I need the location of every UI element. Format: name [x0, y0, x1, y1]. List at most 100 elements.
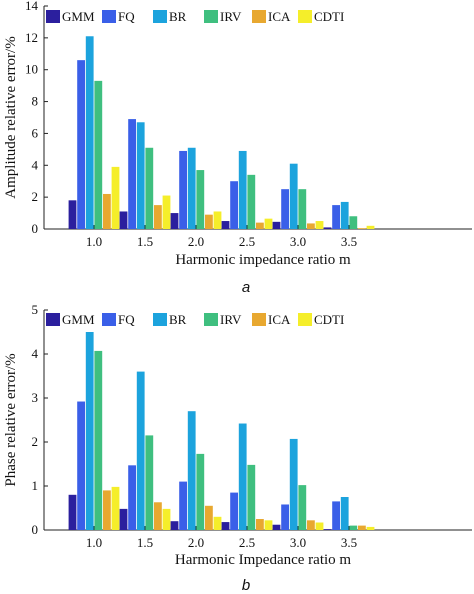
bar-gmm [119, 211, 128, 229]
bar-irv [145, 147, 154, 229]
bar-br [340, 201, 349, 229]
legend-swatch-fq [102, 313, 116, 326]
bar-br [136, 122, 145, 229]
bar-cdti [264, 520, 273, 530]
bar-irv [247, 464, 256, 530]
bar-cdti [213, 516, 222, 530]
bar-irv [298, 189, 307, 229]
legend-label-irv: IRV [220, 312, 242, 327]
bar-irv [349, 525, 358, 530]
bar-irv [196, 453, 205, 530]
bar-irv [196, 170, 205, 229]
y-tick-label: 0 [32, 221, 39, 236]
bar-cdti [213, 211, 222, 229]
panel-caption: a [242, 279, 250, 296]
bar-ica [205, 214, 213, 229]
bar-gmm [119, 508, 128, 530]
bar-br [187, 411, 196, 530]
y-tick-label: 4 [32, 346, 39, 361]
bar-ica [154, 502, 162, 530]
legend-label-br: BR [169, 312, 187, 327]
bar-fq [128, 465, 136, 530]
bar-gmm [272, 221, 281, 229]
legend-swatch-irv [204, 313, 218, 326]
y-tick-label: 2 [32, 434, 39, 449]
legend-swatch-br [153, 10, 167, 23]
legend-swatch-ica [252, 10, 266, 23]
bar-irv [94, 80, 103, 229]
bar-ica [307, 520, 315, 530]
bar-ica [358, 525, 366, 530]
bar-ica [103, 193, 111, 229]
y-tick-label: 8 [32, 94, 39, 109]
bar-cdti [111, 486, 120, 530]
bar-ica [103, 490, 111, 530]
y-tick-label: 14 [25, 0, 39, 13]
y-axis-label: Phase relative error/% [3, 353, 19, 486]
bar-gmm [221, 221, 230, 229]
y-tick-label: 4 [32, 157, 39, 172]
bar-br [187, 147, 196, 229]
x-tick-label: 3.5 [341, 234, 357, 249]
bar-br [136, 371, 145, 530]
bar-ica [154, 205, 162, 229]
bar-fq [77, 60, 85, 230]
chart-panel-b: 0 1 2 3 4 5 1.0 1.5 2.0 2.5 3.0 3.5 Harmonic Impedan… [3, 302, 472, 594]
x-tick-label: 2.5 [239, 535, 255, 550]
legend: GMM FQ BR IRV ICA CDTI [46, 9, 344, 24]
x-tick-label: 3.0 [290, 234, 306, 249]
bar-br [238, 423, 247, 530]
bar-ica [307, 223, 315, 229]
bar-ica [256, 222, 264, 229]
bar-gmm [68, 200, 77, 229]
y-tick-label: 1 [32, 478, 39, 493]
bar-irv [298, 485, 307, 530]
bar-fq [179, 150, 187, 229]
bar-cdti [366, 526, 375, 530]
legend-label-cdti: CDTI [314, 312, 344, 327]
x-tick-label: 3.0 [290, 535, 306, 550]
x-axis-label: Harmonic impedance ratio m [175, 252, 351, 268]
bar-br [289, 163, 298, 229]
bar-br [340, 497, 349, 530]
bar-irv [247, 174, 256, 229]
bar-ica [205, 505, 213, 530]
y-tick-label: 3 [32, 390, 39, 405]
bar-fq [281, 504, 289, 530]
legend-label-cdti: CDTI [314, 9, 344, 24]
legend-label-irv: IRV [220, 9, 242, 24]
legend-label-ica: ICA [268, 312, 291, 327]
chart-panel-a: 0 2 4 6 8 10 12 14 1.0 1.5 2.0 2.5 3.0 3.5 Harmonic im… [3, 0, 472, 296]
bar-gmm [170, 213, 179, 229]
bar-cdti [366, 225, 375, 229]
bar-gmm [323, 227, 332, 229]
bar-fq [332, 501, 340, 530]
legend-swatch-br [153, 313, 167, 326]
bar-br [238, 150, 247, 229]
bar-cdti [315, 221, 324, 229]
y-tick-label: 10 [25, 62, 38, 77]
bar-cdti [162, 508, 171, 530]
x-tick-label: 1.0 [86, 535, 102, 550]
bar-ica [358, 228, 366, 229]
legend-label-gmm: GMM [62, 9, 95, 24]
legend-label-gmm: GMM [62, 312, 95, 327]
y-axis-label: Amplitude relative error/% [3, 36, 19, 198]
bar-cdti [315, 522, 324, 530]
legend-swatch-irv [204, 10, 218, 23]
x-tick-label: 1.5 [137, 234, 153, 249]
bar-fq [77, 401, 85, 530]
bar-fq [128, 119, 136, 229]
legend-swatch-gmm [46, 10, 60, 23]
y-tick-label: 6 [32, 125, 39, 140]
x-tick-label: 1.0 [86, 234, 102, 249]
bar-fq [230, 181, 238, 229]
x-tick-label: 2.0 [188, 535, 204, 550]
legend-swatch-fq [102, 10, 116, 23]
y-tick-label: 12 [25, 30, 38, 45]
bar-gmm [170, 521, 179, 530]
bar-irv [349, 216, 358, 229]
panel-caption: b [242, 577, 250, 594]
legend-swatch-cdti [298, 313, 312, 326]
